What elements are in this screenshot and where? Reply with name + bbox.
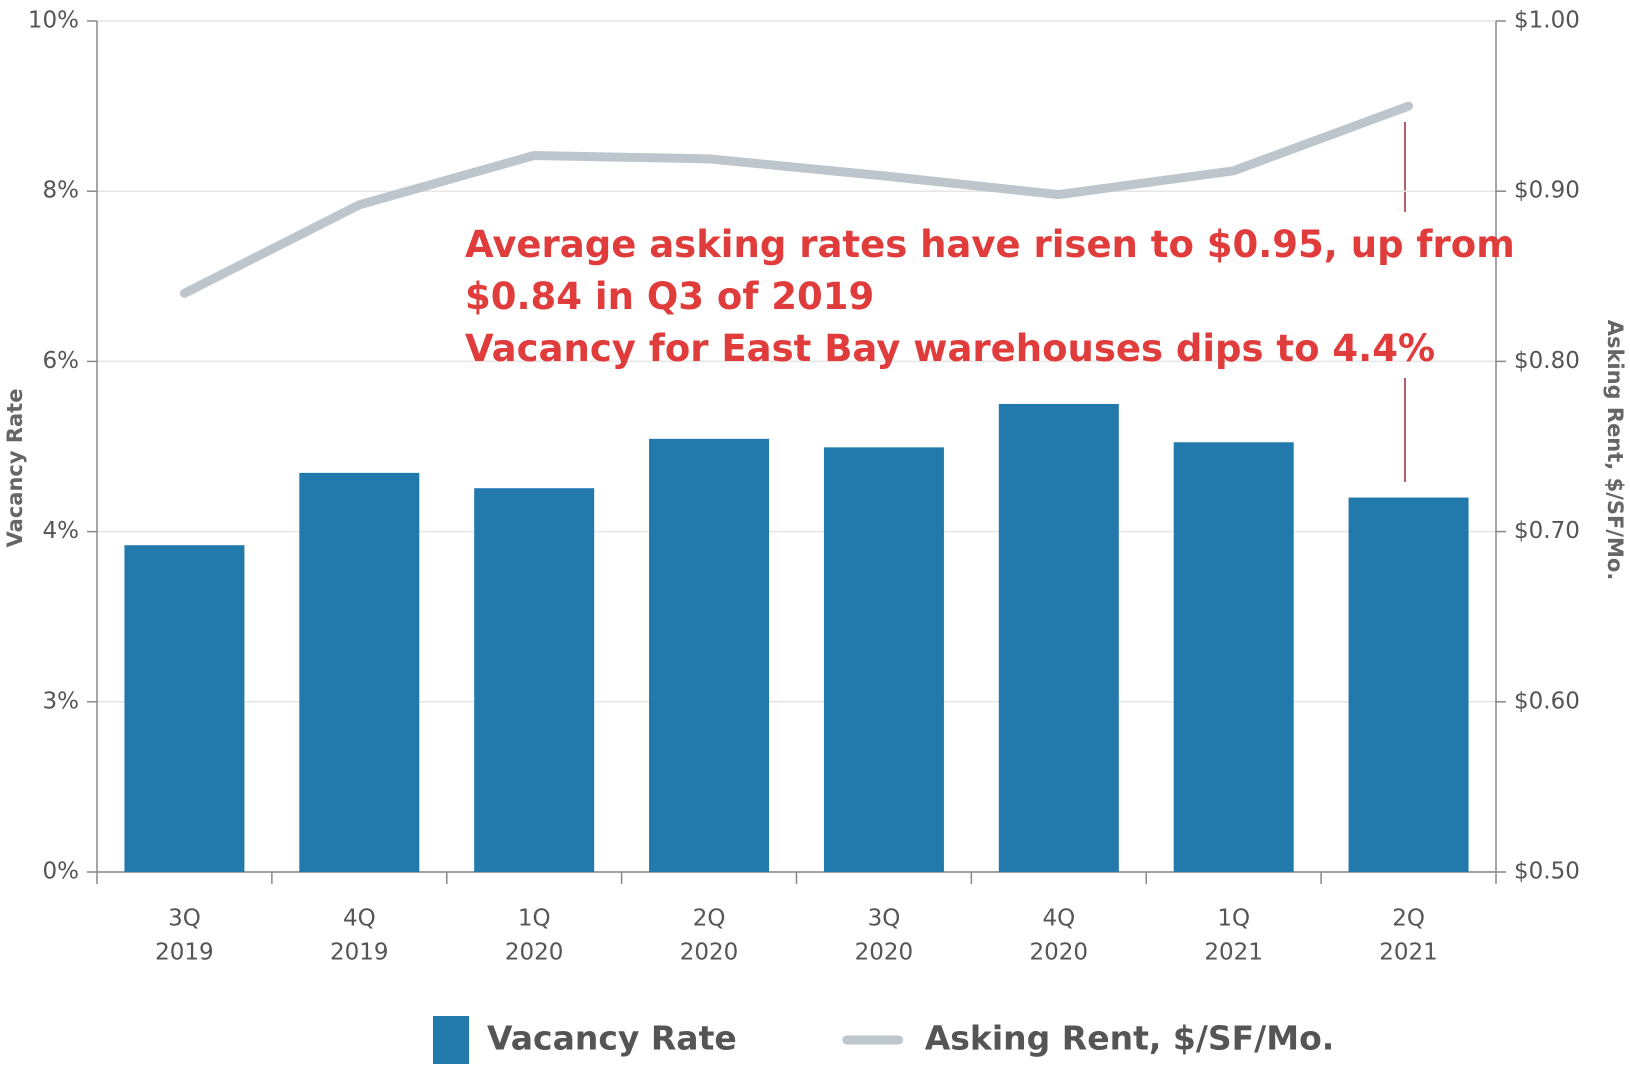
legend-label: Vacancy Rate bbox=[487, 1019, 737, 1058]
x-tick-label: 2020 bbox=[505, 940, 564, 966]
y2-tick-label: $0.50 bbox=[1514, 859, 1580, 885]
x-tick-label: 3Q bbox=[168, 906, 201, 932]
bar bbox=[474, 488, 595, 872]
x-tick-label: 4Q bbox=[343, 906, 376, 932]
y-tick-label: 6% bbox=[43, 348, 80, 374]
y-tick-label: 10% bbox=[28, 8, 79, 34]
legend-label: Asking Rent, $/SF/Mo. bbox=[925, 1019, 1335, 1058]
y2-tick-label: $0.90 bbox=[1514, 178, 1580, 204]
bar bbox=[649, 438, 770, 872]
bar bbox=[823, 447, 944, 872]
x-tick-label: 2020 bbox=[1030, 940, 1089, 966]
x-tick-label: 2020 bbox=[680, 940, 739, 966]
y2-tick-label: $0.70 bbox=[1514, 518, 1580, 544]
y-tick-label: 4% bbox=[43, 518, 80, 544]
x-tick-label: 1Q bbox=[1217, 906, 1250, 932]
bar bbox=[124, 545, 245, 872]
x-tick-label: 3Q bbox=[868, 906, 901, 932]
annotation: $0.84 in Q3 of 2019 bbox=[465, 275, 874, 318]
x-tick-label: 2Q bbox=[1392, 906, 1425, 932]
x-tick-label: 4Q bbox=[1042, 906, 1075, 932]
x-tick-label: 2021 bbox=[1379, 940, 1438, 966]
annotation: Average asking rates have risen to $0.95… bbox=[465, 223, 1515, 266]
y2-tick-label: $0.80 bbox=[1514, 348, 1580, 374]
y2-tick-label: $0.60 bbox=[1514, 688, 1580, 714]
bar bbox=[998, 403, 1119, 872]
bar bbox=[299, 472, 420, 872]
y-tick-label: 0% bbox=[43, 859, 80, 885]
x-tick-label: 2020 bbox=[855, 940, 914, 966]
annotation: Vacancy for East Bay warehouses dips to … bbox=[465, 327, 1435, 370]
x-tick-label: 2019 bbox=[330, 940, 389, 966]
y-tick-label: 8% bbox=[43, 178, 80, 204]
y2-tick-label: $1.00 bbox=[1514, 8, 1580, 34]
y-tick-label: 3% bbox=[43, 688, 80, 714]
x-tick-label: 1Q bbox=[518, 906, 551, 932]
bar bbox=[1173, 442, 1294, 872]
x-tick-label: 2021 bbox=[1204, 940, 1263, 966]
x-tick-label: 2019 bbox=[155, 940, 214, 966]
y-axis-title: Vacancy Rate bbox=[3, 389, 27, 548]
x-tick-label: 2Q bbox=[693, 906, 726, 932]
line bbox=[179, 101, 1414, 298]
legend-swatch bbox=[433, 1016, 469, 1064]
bar bbox=[1348, 497, 1469, 872]
y2-axis-title: Asking Rent, $/SF/Mo. bbox=[1603, 320, 1627, 581]
